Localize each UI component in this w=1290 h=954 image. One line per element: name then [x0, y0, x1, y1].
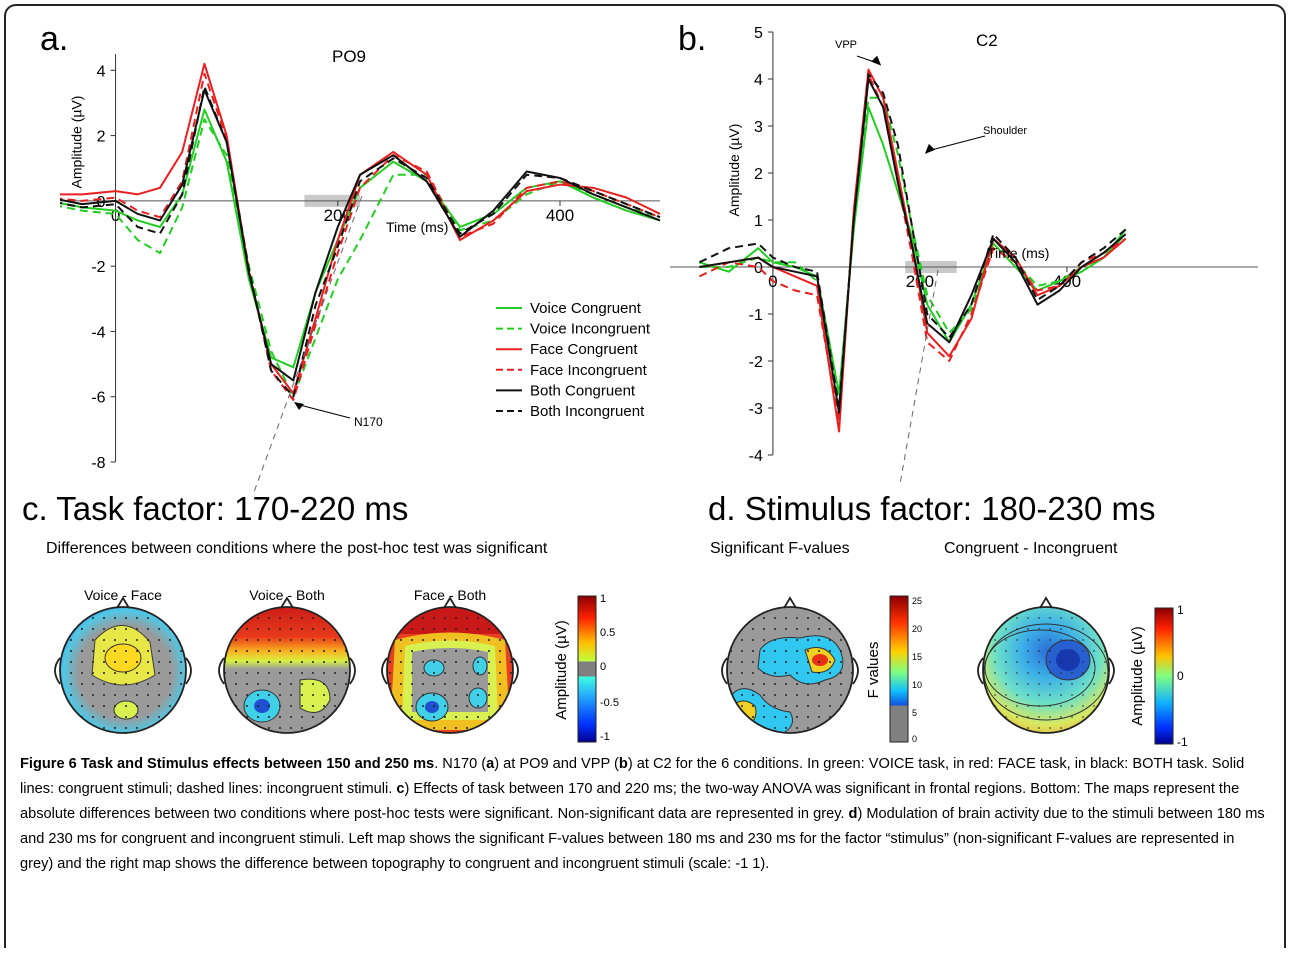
y-tick-label: -2: [91, 259, 105, 276]
legend-entry-1: Voice Incongruent: [530, 321, 651, 338]
stimulus-factor-title: d. Stimulus factor: 180-230 ms: [708, 490, 1156, 527]
y-tick-label: -2: [749, 354, 763, 371]
legend-entry-4: Both Congruent: [530, 382, 636, 399]
fbar-tick-0: 0: [912, 734, 917, 744]
caption-segment-3: b: [618, 756, 628, 772]
n170-arrow: [295, 403, 351, 419]
amplitude-colorbar-d: Amplitude (µV) 1 0 -1: [1129, 603, 1188, 749]
colorbar-c-tick-0: 0: [600, 661, 606, 673]
shoulder-arrowhead: [924, 143, 935, 154]
caption-segment-5: c: [396, 781, 405, 797]
chart-title: PO9: [332, 47, 366, 66]
map-label-face-both: Face - Both: [414, 587, 486, 603]
fbar-tick-20: 20: [912, 624, 922, 634]
y-tick-label: 2: [754, 166, 763, 183]
ampbar-d-tick-1: 1: [1177, 603, 1184, 617]
f-values-colorbar: F values 25 20 15 10 5 0: [865, 595, 922, 744]
caption-segment-7: d: [848, 806, 858, 822]
y-tick-label: 0: [754, 260, 763, 277]
y-tick-label: -1: [749, 307, 763, 324]
caption-segment-0: . N170 (: [434, 756, 487, 772]
series-line-voice-incongruent: [699, 96, 1127, 405]
congruent-incongruent-map-label: Congruent - Incongruent: [944, 540, 1118, 557]
panel-letter-b: b.: [678, 20, 707, 58]
figure-caption: Figure 6 Task and Stimulus effects betwe…: [20, 752, 1270, 877]
y-axis-label: Amplitude (µV): [726, 124, 742, 217]
x-axis-label: Time (ms): [386, 219, 448, 235]
x-tick-label: 0: [111, 206, 120, 225]
shoulder-arrow: [927, 135, 986, 152]
colorbar-c-tick-neg1: -1: [600, 731, 610, 743]
colorbar-c-tick-1: 1: [600, 593, 606, 605]
vpp-arrowhead: [871, 55, 882, 66]
fbar-tick-5: 5: [912, 708, 917, 718]
vpp-label: VPP: [835, 39, 857, 51]
ampbar-d-tick-0: 0: [1177, 669, 1184, 683]
caption-segment-1: a: [486, 756, 495, 772]
legend-entry-3: Face Incongruent: [530, 362, 648, 379]
legend-entry-0: Voice Congruent: [530, 300, 642, 317]
caption-segment-2: ) at PO9 and VPP (: [494, 756, 619, 772]
caption-segment-4: ) at C2 for the 6 conditions. In green: …: [20, 756, 1245, 797]
topomap-congruent-incongruent: [977, 596, 1115, 734]
caption-segment-8: ) Modulation of brain activity due to th…: [20, 806, 1265, 872]
colorbar-c-tick-neg0.5: -0.5: [600, 697, 619, 709]
topomap-voice-both: [218, 596, 356, 734]
legend-entry-5: Both Incongruent: [530, 403, 645, 420]
map-label-voice-both: Voice - Both: [249, 587, 325, 603]
task-factor-subtitle: Differences between conditions where the…: [46, 540, 548, 557]
fbar-tick-10: 10: [912, 680, 922, 690]
fbar-label: F values: [865, 642, 882, 699]
panel-letter-a: a.: [40, 20, 69, 58]
ampbar-d-label: Amplitude (µV): [1129, 626, 1146, 726]
caption-title: Figure 6 Task and Stimulus effects betwe…: [20, 756, 435, 772]
chart-title: C2: [976, 31, 998, 50]
x-tick-label: 400: [546, 206, 574, 225]
series-line-face-congruent: [699, 68, 1127, 433]
series-line-both-incongruent: [698, 73, 1127, 409]
series-line-face-incongruent: [698, 73, 1127, 424]
x-axis-label: Time (ms): [987, 245, 1049, 261]
fbar-tick-15: 15: [912, 652, 922, 662]
y-tick-label: -4: [749, 448, 763, 465]
y-tick-label: -4: [91, 324, 105, 341]
topographic-maps: Voice - Face Voice - Both Face - Both: [54, 587, 1188, 749]
y-tick-label: -3: [749, 401, 763, 418]
n170-label: N170: [354, 415, 383, 429]
topomap-voice-face: [54, 596, 192, 734]
series-line-both-congruent: [699, 78, 1127, 414]
y-tick-label: 3: [754, 119, 763, 136]
fbar-tick-25: 25: [912, 596, 922, 606]
y-axis-label: Amplitude (µV): [69, 96, 85, 189]
topomap-f-values: [721, 596, 859, 734]
y-tick-label: 2: [97, 129, 106, 146]
map-label-voice-face: Voice - Face: [84, 587, 162, 603]
ampbar-d-tick-neg1: -1: [1177, 735, 1188, 749]
y-tick-label: -6: [91, 390, 105, 407]
topomap-face-both: [381, 596, 519, 734]
legend-entry-2: Face Congruent: [530, 341, 638, 358]
y-tick-label: 4: [754, 72, 763, 89]
shoulder-label: Shoulder: [983, 125, 1027, 137]
amplitude-colorbar-c: Amplitude (µV) 1 0.5 0 -0.5 -1: [553, 593, 619, 743]
figure-frame: [4, 4, 1286, 948]
caption-body: . N170 (a) at PO9 and VPP (b) at C2 for …: [20, 756, 1265, 872]
colorbar-c-label: Amplitude (µV): [553, 620, 570, 720]
y-tick-label: 4: [97, 63, 106, 80]
f-values-map-label: Significant F-values: [710, 540, 850, 557]
y-tick-label: -8: [91, 455, 105, 472]
task-factor-title: c. Task factor: 170-220 ms: [22, 490, 409, 527]
y-tick-label: 1: [754, 213, 763, 230]
colorbar-c-tick-0.5: 0.5: [600, 627, 615, 639]
y-tick-label: 5: [754, 25, 763, 42]
caption-segment-6: ) Effects of task between 170 and 220 ms…: [20, 781, 1240, 822]
